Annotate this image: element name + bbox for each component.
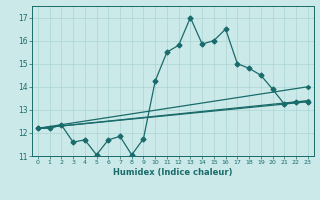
- X-axis label: Humidex (Indice chaleur): Humidex (Indice chaleur): [113, 168, 233, 177]
